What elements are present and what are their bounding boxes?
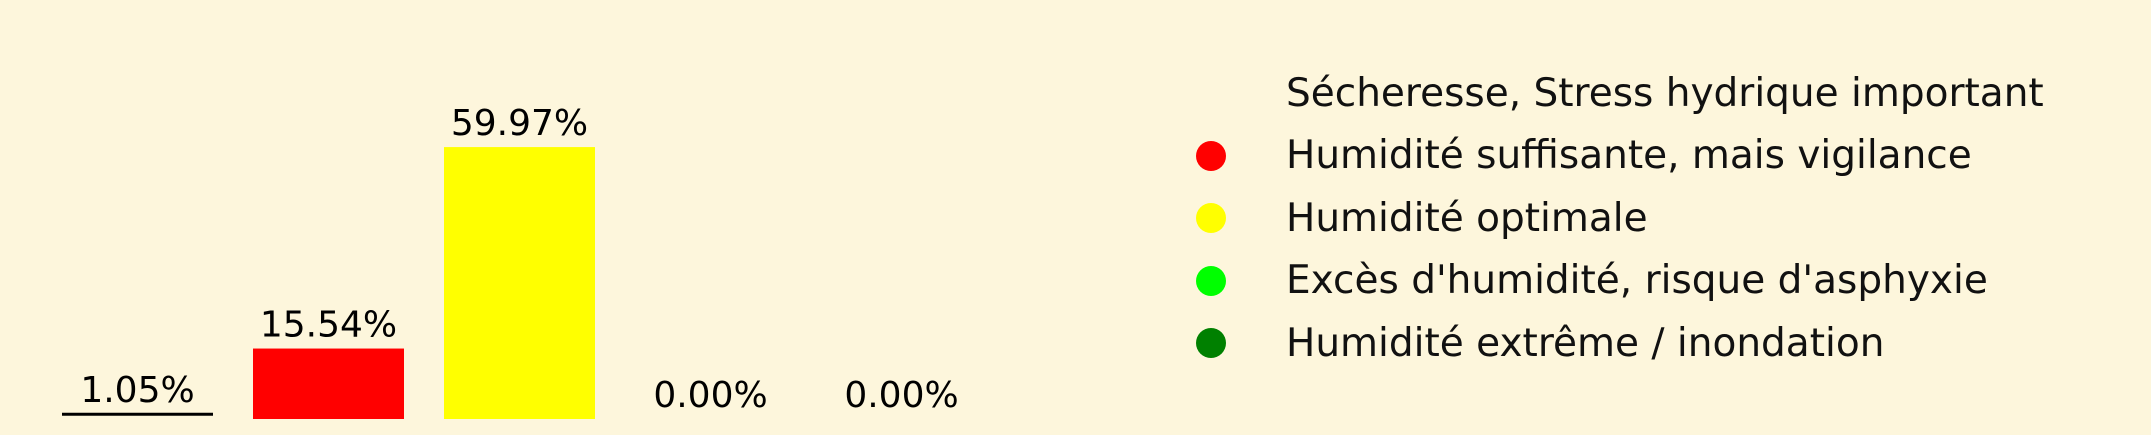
circle-marker-icon bbox=[1196, 140, 1226, 171]
circle-marker-icon bbox=[1196, 203, 1226, 234]
bar-chart-svg: 1.05% 15.54% 59.97% 0.00% 0.00% bbox=[62, 103, 959, 419]
legend-label: Excès d'humidité, risque d'asphyxie bbox=[1286, 258, 1988, 304]
bar-value-label: 59.97% bbox=[451, 103, 588, 144]
bar-value-label: 0.00% bbox=[653, 375, 767, 416]
circle-marker-icon bbox=[1196, 78, 1226, 109]
circle-marker-icon bbox=[1196, 265, 1226, 296]
circle-marker-icon bbox=[1196, 328, 1226, 359]
legend-label: Humidité extrême / inondation bbox=[1286, 320, 1885, 366]
legend: Sécheresse, Stress hydrique important Hum… bbox=[1185, 62, 2135, 375]
legend-label: Humidité suffisante, mais vigilance bbox=[1286, 133, 1972, 179]
bar-3 bbox=[444, 147, 595, 419]
legend-item: Humidité suffisante, mais vigilance bbox=[1185, 125, 2135, 188]
legend-label: Sécheresse, Stress hydrique important bbox=[1286, 70, 2044, 116]
legend-item: Sécheresse, Stress hydrique important bbox=[1185, 62, 2135, 125]
bar-2 bbox=[253, 348, 404, 419]
bar-value-label: 15.54% bbox=[260, 305, 397, 346]
bar-value-label: 0.00% bbox=[844, 375, 958, 416]
legend-item: Humidité optimale bbox=[1185, 187, 2135, 250]
legend-label: Humidité optimale bbox=[1286, 195, 1648, 241]
legend-item: Humidité extrême / inondation bbox=[1185, 312, 2135, 375]
bar-value-label: 1.05% bbox=[80, 370, 194, 411]
legend-item: Excès d'humidité, risque d'asphyxie bbox=[1185, 250, 2135, 313]
bar-1 bbox=[62, 414, 213, 419]
